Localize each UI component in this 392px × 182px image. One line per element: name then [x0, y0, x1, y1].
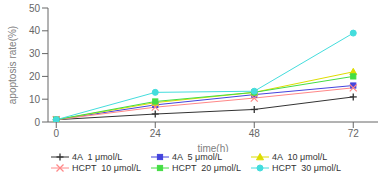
svg-text:0: 0 — [53, 128, 59, 139]
svg-text:48: 48 — [249, 128, 261, 139]
svg-text:72: 72 — [348, 128, 360, 139]
html-text:4A 5 μmol/L: 4A 5 μmol/L — [172, 152, 223, 162]
svg-text:10: 10 — [29, 94, 41, 105]
html-text:4A 1 μmol/L: 4A 1 μmol/L — [71, 152, 123, 162]
svg-text:0: 0 — [34, 117, 40, 128]
svg-text:40: 40 — [29, 25, 41, 36]
html-text:HCPT 30 μmol/L: HCPT 30 μmol/L — [272, 163, 342, 173]
svg-text:30: 30 — [29, 48, 41, 59]
svg-text:24: 24 — [150, 128, 162, 139]
svg-text:20: 20 — [29, 71, 41, 82]
html-text:4A 10 μmol/L: 4A 10 μmol/L — [272, 152, 328, 162]
svg-text:time(h): time(h) — [197, 143, 228, 152]
html-text:HCPT 10 μmol/L: HCPT 10 μmol/L — [71, 163, 141, 173]
html-text:HCPT 20 μmol/L: HCPT 20 μmol/L — [172, 163, 241, 173]
svg-text:apoptosis rate(%): apoptosis rate(%) — [8, 26, 18, 104]
svg-text:50: 50 — [29, 3, 41, 14]
